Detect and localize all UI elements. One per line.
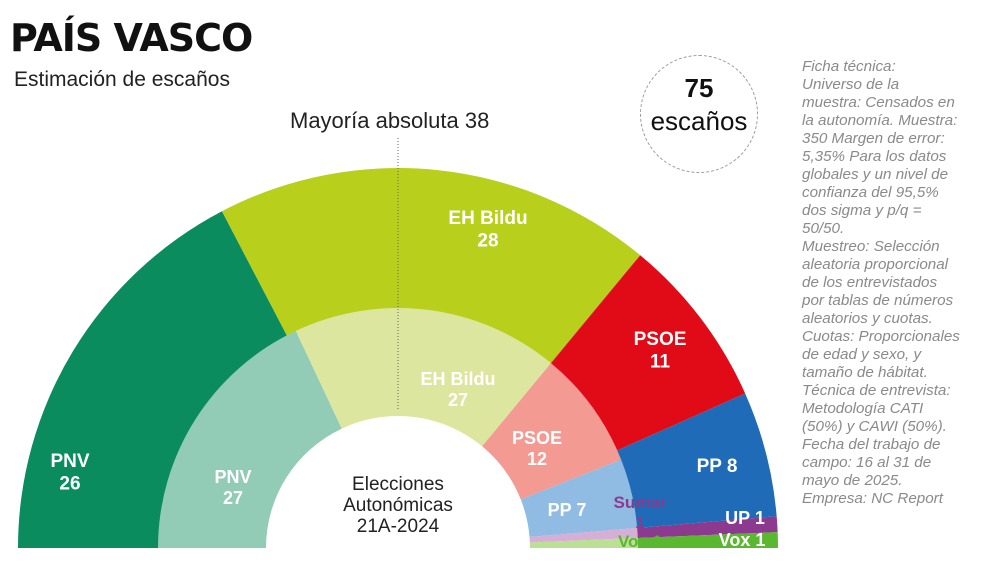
seat-label-psoe: PSOE 11	[634, 329, 687, 372]
majority-label: Mayoría absoluta 38	[290, 108, 490, 133]
technical-note-line: tamaño de hábitat.	[802, 364, 928, 381]
seat-label-vox: Vox 1	[618, 532, 662, 551]
technical-note-line: confianza del 95,5%	[802, 184, 939, 201]
seat-segment-up	[634, 516, 778, 539]
seat-label-pp: PP 7	[548, 500, 587, 520]
technical-note-line: 350 Margen de error:	[802, 130, 945, 147]
technical-note: Ficha técnica: Universo de la muestra: Cen…	[802, 58, 992, 508]
inner-caption-line: 21A-2024	[356, 516, 440, 537]
technical-note-line: globales y un nivel de	[802, 166, 949, 183]
seat-segment-psoe	[549, 255, 746, 452]
seat-segment-psoe	[482, 363, 622, 500]
total-seats-badge: 75 escaños	[640, 55, 758, 173]
seat-label-pnv: PNV 26	[50, 451, 89, 494]
seat-segment-pnv	[18, 211, 289, 548]
technical-note-line: Ficha técnica:	[802, 58, 896, 75]
seat-segment-sumar	[529, 527, 638, 543]
seat-label-vox: Vox 1	[719, 530, 766, 550]
page-subtitle: Estimación de escaños	[14, 68, 230, 91]
seat-segment-pp	[614, 393, 777, 529]
inner-ring-caption: Elecciones Autonómicas 21A-2024	[310, 474, 486, 537]
technical-note-line: por tablas de números	[802, 292, 954, 309]
seat-segment-pnv	[158, 330, 342, 548]
technical-note-line: aleatoria proporcional	[802, 256, 949, 273]
seat-segment-eh-bildu	[221, 167, 641, 366]
technical-note-line: de los entrevistados	[802, 274, 938, 291]
technical-note-line: de edad y sexo, y	[802, 346, 922, 363]
seat-segment-pp	[520, 459, 638, 537]
technical-note-line: Técnica de entrevista:	[802, 382, 951, 399]
inner-caption-line: Autonómicas	[343, 495, 453, 516]
seat-label-up: UP 1	[725, 508, 765, 528]
seat-segment-eh-bildu	[295, 308, 551, 447]
technical-note-line: Universo de la	[802, 76, 900, 93]
technical-note-line: 5,35% Para los datos	[802, 148, 947, 165]
inner-caption-line: Elecciones	[352, 474, 444, 495]
technical-note-line: 50/50.	[802, 220, 845, 237]
seat-label-sumar: Sumar 1	[614, 493, 667, 532]
total-seats-number: 75	[684, 73, 714, 103]
technical-note-line: campo: 16 al 31 de	[802, 454, 932, 471]
seat-label-psoe: PSOE 12	[512, 428, 562, 469]
technical-note-line: Empresa: NC Report	[802, 490, 943, 507]
total-seats-label: escaños	[650, 106, 748, 136]
technical-note-line: mayo de 2025.	[802, 472, 903, 489]
technical-note-line: (50%) y CAWI (50%).	[802, 418, 947, 435]
technical-note-line: Fecha del trabajo de	[802, 436, 941, 453]
seat-label-eh-bildu: EH Bildu 28	[448, 208, 527, 251]
technical-note-line: dos sigma y p/q =	[802, 202, 922, 219]
technical-note-line: aleatorios y cuotas.	[802, 310, 933, 327]
seat-label-pp: PP 8	[697, 456, 738, 477]
seat-segment-vox	[529, 537, 638, 548]
technical-note-line: Muestreo: Selección	[802, 238, 940, 255]
seat-label-pnv: PNV 27	[214, 467, 251, 508]
page-title: PAÍS VASCO	[10, 16, 253, 60]
technical-note-line: muestra: Censados en	[802, 94, 955, 111]
technical-note-line: la autonomía. Muestra:	[802, 112, 958, 129]
seat-segment-vox	[634, 532, 778, 548]
technical-note-line: Metodología CATI	[802, 400, 924, 417]
seat-label-eh-bildu: EH Bildu 27	[421, 369, 496, 410]
technical-note-line: Cuotas: Proporcionales	[802, 328, 960, 345]
